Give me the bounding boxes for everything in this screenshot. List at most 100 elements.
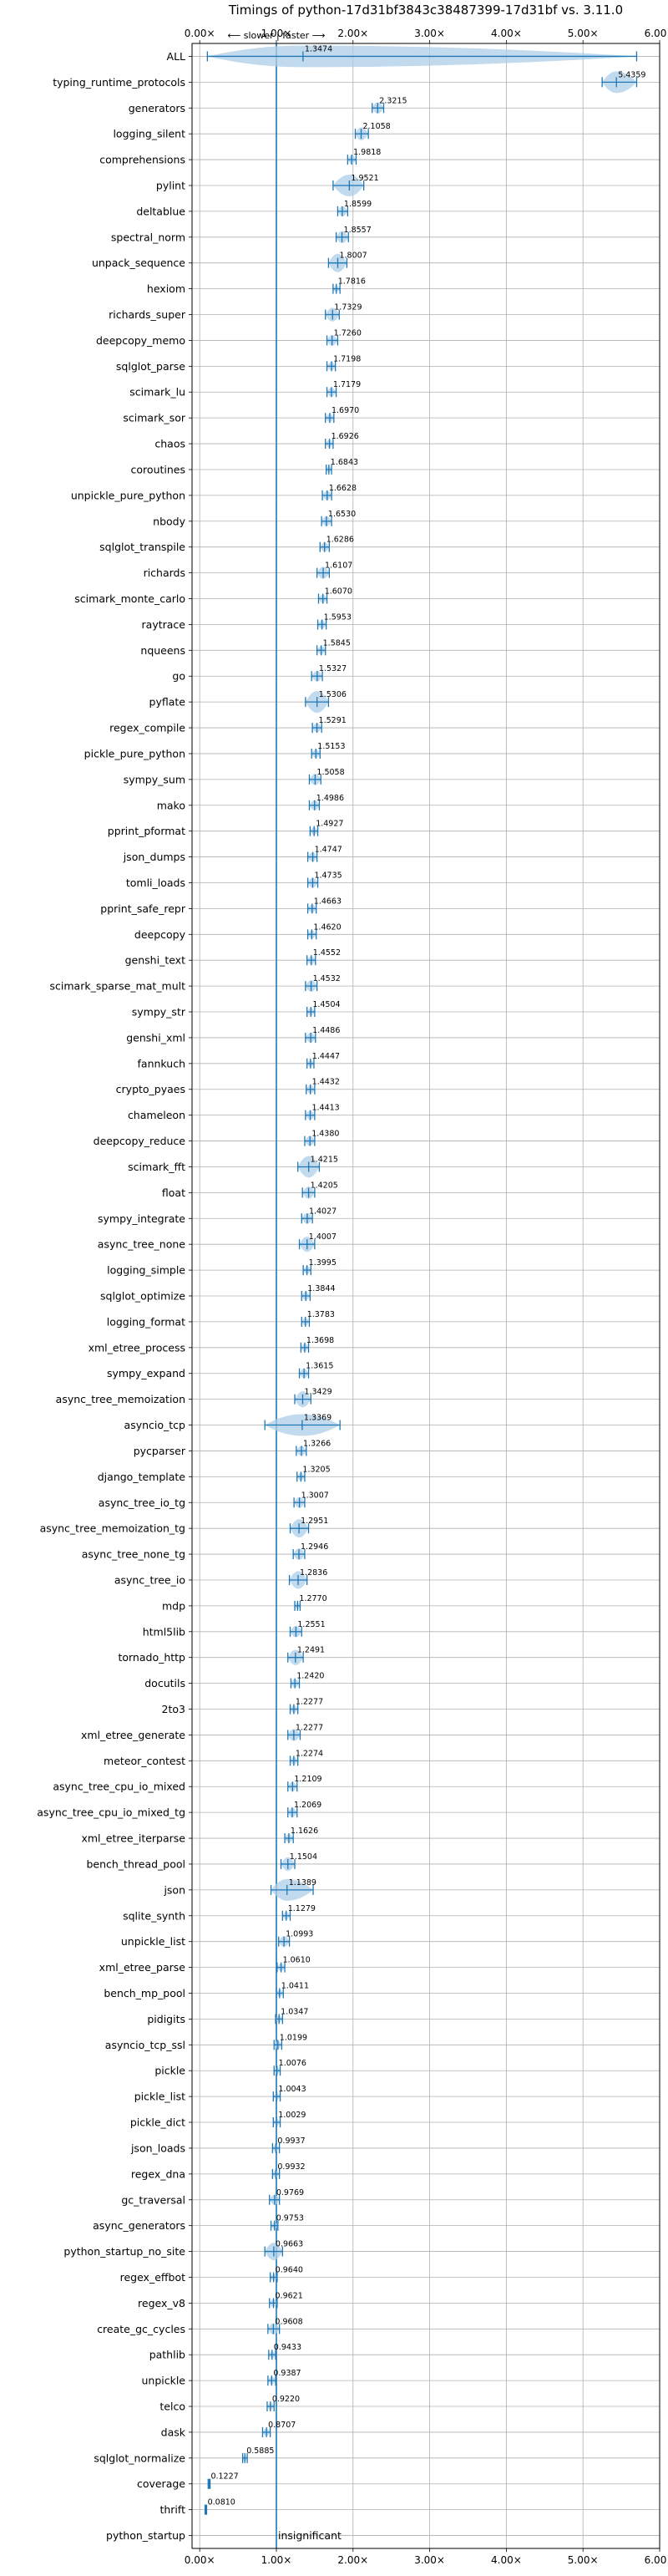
value-label: 1.3474 xyxy=(305,44,332,53)
category-label: deepcopy_memo xyxy=(96,334,185,347)
category-label: 2to3 xyxy=(162,1703,185,1715)
value-label: 1.1279 xyxy=(288,1904,316,1913)
category-label: async_generators xyxy=(93,2219,185,2232)
value-label: 1.4663 xyxy=(314,897,342,906)
category-label: fannkuch xyxy=(138,1057,185,1070)
value-label: 1.3429 xyxy=(304,1388,331,1397)
value-label: 1.3266 xyxy=(303,1439,331,1448)
category-label: nbody xyxy=(153,515,185,527)
category-label: async_tree_io_tg xyxy=(99,1496,185,1509)
category-label: regex_effbot xyxy=(120,2271,185,2284)
value-label: 1.6070 xyxy=(325,587,352,597)
category-label: genshi_xml xyxy=(126,1031,185,1044)
category-label: scimark_lu xyxy=(129,386,185,399)
value-label: 1.6628 xyxy=(329,484,357,493)
value-label: 1.9521 xyxy=(351,174,378,183)
category-label: json_loads xyxy=(130,2142,185,2154)
category-label: generators xyxy=(129,102,185,114)
category-label: create_gc_cycles xyxy=(97,2323,185,2335)
category-label: async_tree_none xyxy=(98,1238,186,1251)
value-label: 1.8007 xyxy=(339,252,367,261)
value-label: 1.3615 xyxy=(306,1362,333,1371)
x-tick-label-bottom: 2.00× xyxy=(337,2554,368,2566)
category-label: deepcopy xyxy=(134,928,186,941)
category-label: unpickle xyxy=(141,2375,185,2387)
value-label: 1.7816 xyxy=(338,277,366,287)
category-label: genshi_text xyxy=(125,954,185,967)
category-label: pickle_dict xyxy=(130,2116,185,2129)
value-label: 1.6843 xyxy=(331,458,358,467)
category-label: raytrace xyxy=(142,618,186,631)
category-label: python_startup_no_site xyxy=(63,2245,185,2258)
value-label: 1.2770 xyxy=(299,1594,326,1603)
value-label: 1.4380 xyxy=(311,1130,339,1139)
category-label: richards_super xyxy=(109,308,186,321)
value-label: 0.9640 xyxy=(276,2265,303,2274)
value-label: 0.9937 xyxy=(277,2137,305,2146)
category-label: regex_dna xyxy=(131,2167,185,2180)
value-label: 1.6970 xyxy=(331,406,359,415)
axis-layer: 0.00× 0.00× 1.00× 1.00× 2.00× 2.00× 3.00× 3.00×… xyxy=(37,28,668,2566)
chart-title: Timings of python-17d31bf3843c38487399-1… xyxy=(228,3,623,18)
category-label: asyncio_tcp xyxy=(124,1419,186,1431)
value-label: 1.2277 xyxy=(296,1698,323,1707)
value-label: 1.0411 xyxy=(281,1981,309,1990)
x-tick-label-top: 5.00× xyxy=(568,28,599,39)
category-label: logging_silent xyxy=(113,128,185,140)
value-label: 1.4486 xyxy=(312,1026,340,1035)
category-label: deepcopy_reduce xyxy=(94,1135,186,1147)
value-label: 1.0029 xyxy=(278,2111,306,2120)
category-label: go xyxy=(172,670,185,683)
value-label: 1.2951 xyxy=(301,1517,328,1526)
value-label: 1.1626 xyxy=(291,1827,318,1836)
value-label: 5.4359 xyxy=(618,70,645,79)
value-label: 1.3369 xyxy=(304,1414,331,1423)
value-label: 1.2109 xyxy=(294,1775,321,1784)
category-label: thrift xyxy=(159,2503,185,2516)
category-label: dask xyxy=(161,2426,186,2438)
category-label: pathlib xyxy=(149,2349,185,2361)
category-label: sympy_sum xyxy=(124,773,185,785)
category-label: mdp xyxy=(162,1599,185,1612)
value-label: 1.2836 xyxy=(300,1568,327,1578)
category-label: sympy_expand xyxy=(107,1367,185,1379)
value-label: 1.3783 xyxy=(307,1310,335,1319)
x-tick-label-top: 2.00× xyxy=(337,28,368,39)
category-label: pprint_pformat xyxy=(108,825,185,837)
category-label: regex_compile xyxy=(109,722,185,734)
value-label: 1.4504 xyxy=(312,1000,340,1009)
value-label: 0.9932 xyxy=(277,2162,305,2172)
category-label: bench_thread_pool xyxy=(86,1857,185,1870)
category-label: unpickle_pure_python xyxy=(71,489,185,501)
category-label: pickle_list xyxy=(134,2091,185,2103)
value-label: 1.6107 xyxy=(325,561,352,571)
category-label: sqlglot_normalize xyxy=(94,2452,185,2464)
category-label: scimark_sor xyxy=(123,412,185,424)
category-label: asyncio_tcp_ssl xyxy=(105,2039,185,2051)
value-label: 2.1058 xyxy=(362,122,390,131)
value-label: 1.7179 xyxy=(333,380,361,389)
value-label: 1.7260 xyxy=(334,328,362,338)
category-label: chaos xyxy=(154,438,185,450)
value-label: 1.3698 xyxy=(306,1336,334,1345)
value-label: 1.5291 xyxy=(319,716,347,725)
value-label: 0.8707 xyxy=(268,2421,296,2430)
category-label: sqlglot_optimize xyxy=(100,1290,185,1303)
value-label: 0.0810 xyxy=(208,2498,235,2507)
value-label: 1.4447 xyxy=(312,1052,340,1061)
direction-label: ⟵ slower | faster ⟶ xyxy=(227,30,325,41)
value-label: 1.0043 xyxy=(278,2085,306,2094)
value-label: 1.4027 xyxy=(309,1207,337,1216)
category-label: tornado_http xyxy=(118,1651,185,1664)
category-label: pycparser xyxy=(134,1445,186,1457)
x-tick-label-top: 0.00× xyxy=(185,28,215,39)
value-label: 1.4927 xyxy=(316,820,343,829)
category-label: logging_simple xyxy=(107,1264,185,1277)
category-label: sqlglot_parse xyxy=(116,360,185,373)
value-label: 2.3215 xyxy=(379,96,407,105)
category-label: coroutines xyxy=(131,463,185,475)
x-tick-label-bottom: 3.00× xyxy=(414,2554,445,2566)
value-label: 1.4735 xyxy=(314,871,342,880)
value-label: 0.9608 xyxy=(275,2317,302,2326)
